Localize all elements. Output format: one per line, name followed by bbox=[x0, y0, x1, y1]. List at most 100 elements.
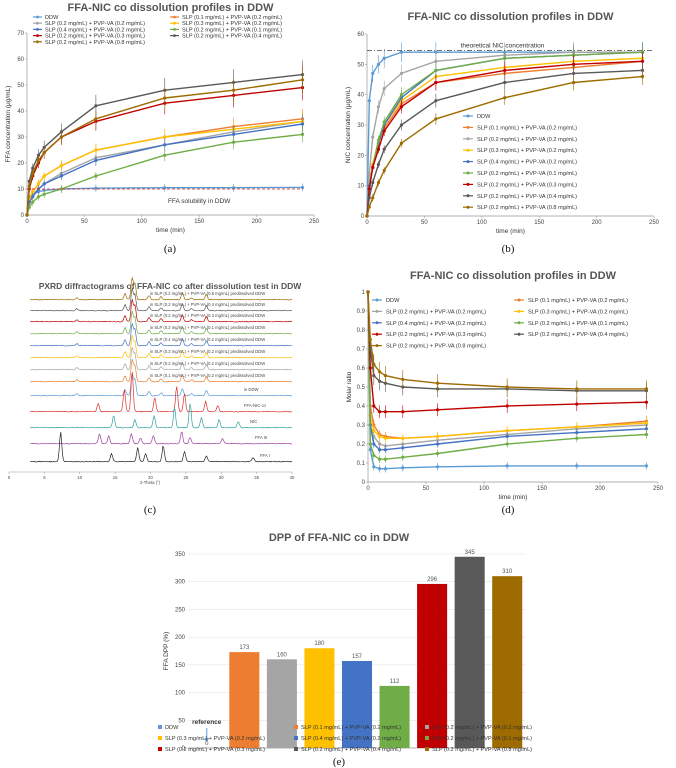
data-point bbox=[383, 374, 387, 378]
data-point bbox=[372, 453, 376, 457]
x-axis-label: time (min) bbox=[496, 228, 525, 235]
x-tick-label: 100 bbox=[477, 220, 488, 226]
pxrd-trace bbox=[30, 372, 293, 413]
data-point bbox=[436, 442, 440, 446]
chart-c: PXRD diffractograms of FFA-NIC co after … bbox=[8, 277, 302, 485]
x-tick-label: 150 bbox=[534, 220, 545, 226]
data-point bbox=[575, 431, 579, 435]
x-tick-label: 100 bbox=[479, 486, 490, 492]
y-axis-label: Molar ratio bbox=[346, 371, 353, 402]
data-point bbox=[376, 162, 381, 167]
data-point bbox=[382, 168, 386, 173]
x-tick-label: 250 bbox=[649, 220, 660, 226]
data-point bbox=[300, 185, 305, 190]
x-tick-label: 15 bbox=[113, 475, 118, 480]
data-point bbox=[644, 421, 649, 425]
trace-label: FFA III bbox=[255, 435, 267, 440]
legend-marker bbox=[517, 298, 521, 302]
data-point bbox=[401, 377, 405, 381]
trace-label: NIC bbox=[250, 419, 257, 424]
y-tick-label: 350 bbox=[175, 552, 186, 558]
data-point bbox=[42, 188, 46, 192]
legend-label: SLP (0.2 mg/mL) + PVP-VA (0.2 mg/mL) bbox=[386, 309, 486, 315]
legend-label: SLP (0.2 mg/mL) + PVP-VA (0.1 mg/mL) bbox=[477, 171, 577, 177]
data-point bbox=[378, 370, 382, 374]
x-tick-label: 20 bbox=[148, 475, 153, 480]
legend-swatch bbox=[158, 725, 162, 729]
series-line bbox=[26, 120, 303, 216]
data-point bbox=[399, 123, 404, 127]
data-point bbox=[376, 62, 381, 66]
y-tick-label: 50 bbox=[357, 62, 364, 68]
data-point bbox=[31, 190, 35, 194]
legend-label: SLP (0.2 mg/mL) + PVP-VA (0.8 mg/mL) bbox=[386, 344, 486, 350]
x-tick-label: 0 bbox=[25, 219, 29, 225]
y-tick-label: 40 bbox=[17, 109, 24, 115]
pxrd-trace bbox=[30, 310, 293, 335]
chart-b: FFA-NIC co dissolution profiles in DDW 0 5… bbox=[345, 11, 660, 235]
x-tick-label: 5 bbox=[43, 475, 46, 480]
data-point bbox=[376, 181, 381, 185]
data-point bbox=[572, 80, 576, 85]
x-tick-label: 30 bbox=[219, 475, 224, 480]
data-point bbox=[505, 464, 509, 468]
data-point bbox=[27, 184, 31, 188]
data-point bbox=[371, 165, 375, 170]
data-point bbox=[399, 105, 404, 109]
legend-swatch bbox=[425, 736, 429, 740]
data-point bbox=[436, 434, 440, 438]
legend-label: SLP (0.2 mg/mL) + PVP-VA (0.8 mg/mL) bbox=[477, 205, 577, 211]
legend-label: SLP (0.2 mg/mL) + PVP-VA (0.1 mg/mL) bbox=[182, 27, 282, 33]
data-point bbox=[382, 120, 386, 124]
series-line bbox=[367, 291, 647, 392]
legend-marker bbox=[466, 194, 470, 198]
data-point bbox=[383, 436, 387, 440]
x-tick-label: 50 bbox=[421, 220, 428, 226]
trace-label: in DDW bbox=[244, 387, 258, 392]
data-point bbox=[575, 387, 579, 391]
y-tick-label: 1 bbox=[362, 290, 366, 296]
x-tick-label: 0 bbox=[366, 486, 370, 492]
data-point bbox=[383, 457, 387, 461]
pxrd-trace bbox=[30, 299, 293, 323]
y-tick-label: 70 bbox=[17, 31, 24, 37]
legend-label: SLP (0.3 mg/mL) + PVP-VA (0.2 mg/mL) bbox=[528, 309, 628, 315]
legend-label: SLP (0.2 mg/mL) + PVP-VA (0.2 mg/mL) bbox=[477, 137, 577, 143]
data-point bbox=[378, 467, 382, 471]
series-line bbox=[367, 291, 647, 451]
bar-data-label: 345 bbox=[465, 550, 476, 556]
data-point bbox=[434, 99, 438, 103]
pxrd-trace bbox=[30, 431, 293, 445]
y-tick-label: 150 bbox=[175, 663, 186, 669]
legend-swatch bbox=[158, 747, 162, 751]
legend-marker bbox=[36, 34, 39, 37]
x-tick-label: 150 bbox=[194, 219, 205, 225]
legend-label: SLP (0.1 mg/mL) + PVP-VA (0.2 mg/mL) bbox=[477, 125, 577, 131]
data-point bbox=[36, 195, 41, 199]
legend-label: SLP (0.2 mg/mL) + PVP-VA (0.8 mg/mL) bbox=[45, 40, 145, 46]
legend-marker bbox=[36, 21, 39, 25]
y-tick-label: 300 bbox=[175, 580, 186, 586]
legend-label: SLP (0.2 mg/mL) + PVP-VA (0.3 mg/mL) bbox=[165, 747, 265, 753]
pxrd-trace bbox=[30, 432, 293, 463]
chart-title: FFA-NIC co dissolution profiles in DDW bbox=[408, 11, 615, 23]
legend-label: DDW bbox=[386, 298, 400, 304]
y-tick-label: 0.2 bbox=[357, 442, 366, 448]
data-point bbox=[401, 410, 405, 414]
trace-label: in SLP (0.2 mg/mL) + PVP-VA (0.4 mg/mL) … bbox=[150, 302, 265, 307]
pxrd-trace bbox=[30, 403, 293, 429]
x-axis-label: 2-Theta (°) bbox=[140, 480, 161, 485]
y-tick-label: 0.7 bbox=[357, 347, 366, 353]
trace-label: in SLP (0.2 mg/mL) + PVP-VA (0.3 mg/mL) … bbox=[150, 313, 265, 318]
legend-label: SLP (0.4 mg/mL) + PVP-VA (0.2 mg/mL) bbox=[477, 160, 577, 166]
data-point bbox=[300, 122, 305, 126]
data-point bbox=[572, 62, 576, 66]
data-point bbox=[644, 400, 649, 404]
data-point bbox=[575, 464, 579, 468]
data-point bbox=[436, 381, 440, 385]
series-line bbox=[26, 133, 303, 216]
bar-data-label: 0 bbox=[205, 741, 209, 747]
data-point bbox=[59, 174, 64, 178]
data-point bbox=[572, 71, 576, 76]
y-tick-label: 20 bbox=[17, 161, 24, 167]
